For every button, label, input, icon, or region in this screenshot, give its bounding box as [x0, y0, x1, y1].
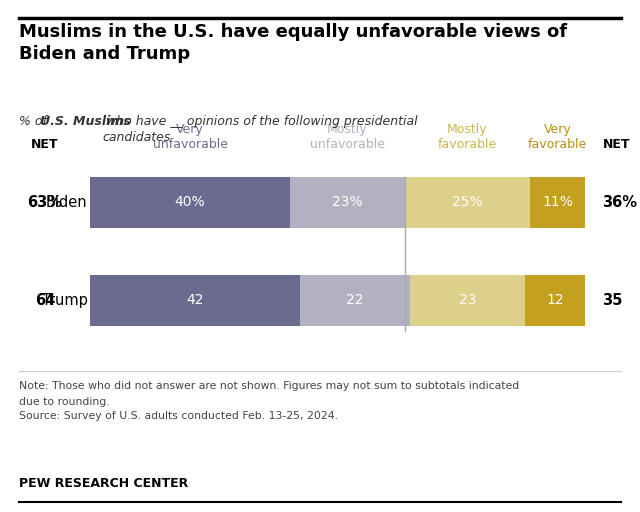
Text: Note: Those who did not answer are not shown. Figures may not sum to subtotals i: Note: Those who did not answer are not s… — [19, 381, 520, 392]
Text: Mostly
unfavorable: Mostly unfavorable — [310, 123, 385, 151]
Text: 25%: 25% — [452, 195, 483, 209]
Text: Biden: Biden — [46, 195, 88, 209]
Text: 11%: 11% — [542, 195, 573, 209]
Text: 35: 35 — [602, 292, 623, 308]
Text: 64: 64 — [35, 292, 55, 308]
Bar — [90, 274, 300, 326]
Text: NET: NET — [31, 138, 59, 151]
Bar — [525, 274, 585, 326]
Text: Very
unfavorable: Very unfavorable — [152, 123, 227, 151]
Text: NET: NET — [602, 138, 630, 151]
Bar — [530, 177, 585, 228]
Text: 42: 42 — [186, 293, 204, 307]
Text: who have __ opinions of the following presidential
candidates: who have __ opinions of the following pr… — [102, 115, 418, 144]
Text: 36%: 36% — [602, 195, 637, 209]
Text: Very
favorable: Very favorable — [528, 123, 587, 151]
Text: due to rounding.: due to rounding. — [19, 397, 110, 407]
Bar — [290, 177, 405, 228]
Text: 12: 12 — [546, 293, 564, 307]
Text: 23: 23 — [459, 293, 476, 307]
Text: Mostly
favorable: Mostly favorable — [438, 123, 497, 151]
Text: Muslims in the U.S. have equally unfavorable views of
Biden and Trump: Muslims in the U.S. have equally unfavor… — [19, 23, 567, 63]
Text: 40%: 40% — [175, 195, 205, 209]
Bar — [405, 177, 530, 228]
Text: Trump: Trump — [42, 292, 88, 308]
Text: U.S. Muslims: U.S. Muslims — [40, 115, 131, 128]
Text: 63%: 63% — [28, 195, 63, 209]
Text: % of: % of — [19, 115, 51, 128]
Text: PEW RESEARCH CENTER: PEW RESEARCH CENTER — [19, 477, 188, 490]
Bar — [300, 274, 410, 326]
Bar — [90, 177, 290, 228]
Text: 22: 22 — [346, 293, 364, 307]
Text: Source: Survey of U.S. adults conducted Feb. 13-25, 2024.: Source: Survey of U.S. adults conducted … — [19, 411, 338, 421]
Bar — [410, 274, 525, 326]
Text: 23%: 23% — [332, 195, 363, 209]
